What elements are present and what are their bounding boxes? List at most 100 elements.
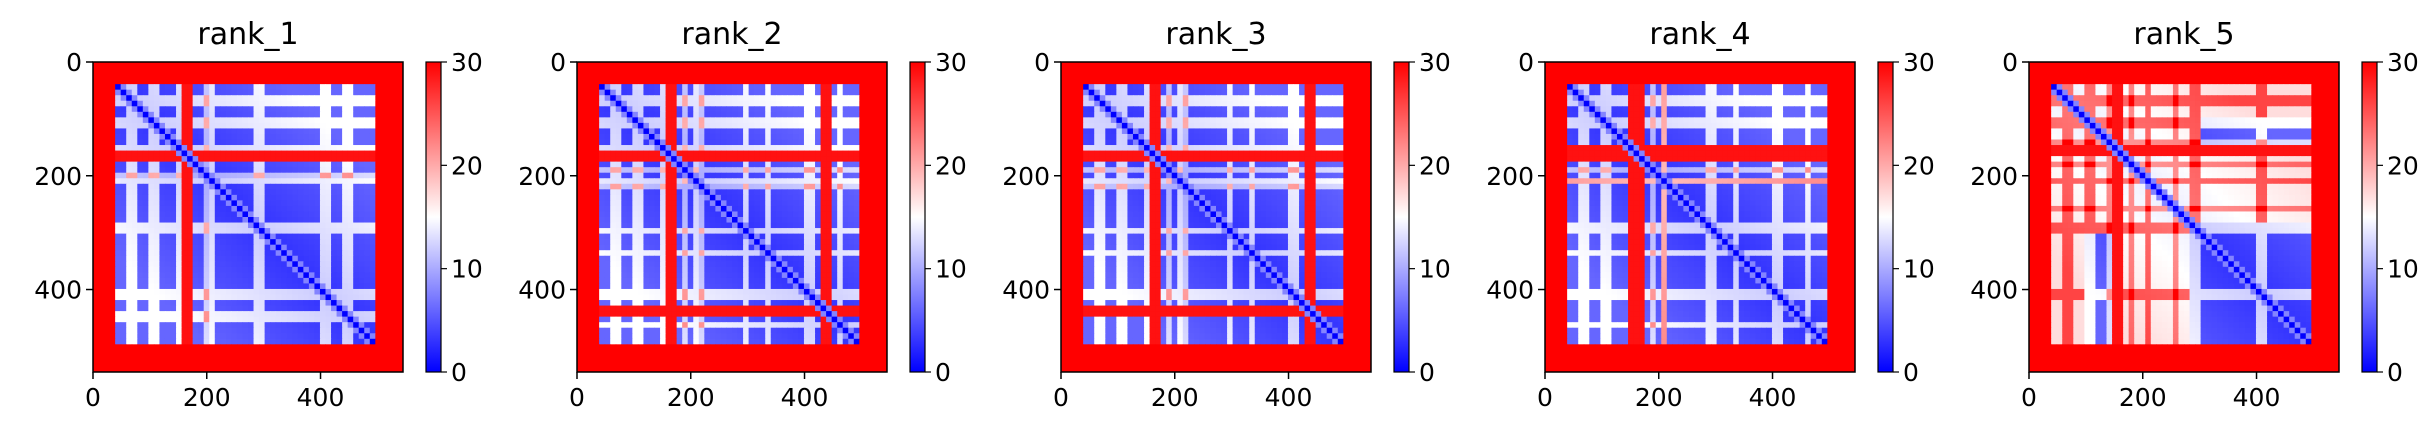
heatmap-cell [809, 217, 816, 224]
heatmap-cell [214, 84, 221, 91]
heatmap-cell [120, 316, 127, 323]
heatmap-cell [386, 288, 393, 295]
heatmap-cell [264, 95, 271, 102]
heatmap-cell [192, 78, 199, 85]
heatmap-cell [93, 355, 100, 362]
heatmap-cell [648, 205, 655, 212]
heatmap-cell [798, 78, 805, 85]
heatmap-cell [864, 139, 871, 146]
heatmap-cell [209, 333, 216, 340]
heatmap-cell [231, 222, 238, 229]
heatmap-cell [859, 156, 866, 163]
colorbar-tick-label: 0 [451, 358, 467, 387]
heatmap-cell [308, 73, 315, 80]
heatmap-cell [386, 244, 393, 251]
heatmap-cell [881, 211, 888, 218]
heatmap-cell [192, 156, 199, 163]
heatmap-cell [259, 78, 266, 85]
heatmap-cell [853, 233, 860, 240]
heatmap-cell [131, 360, 138, 367]
heatmap-cell [308, 156, 315, 163]
heatmap-cell [126, 233, 133, 240]
heatmap-cell [120, 360, 127, 367]
heatmap-cell [104, 172, 111, 179]
heatmap-cell [859, 189, 866, 196]
heatmap-cell [253, 145, 260, 152]
heatmap-cell [319, 139, 326, 146]
heatmap-cell [577, 128, 584, 135]
heatmap-cell [754, 128, 761, 135]
heatmap-cell [159, 233, 166, 240]
heatmap-cell [248, 349, 255, 356]
heatmap-cell [275, 272, 282, 279]
heatmap-cell [281, 73, 288, 80]
heatmap-cell [148, 205, 155, 212]
heatmap-cell [726, 73, 733, 80]
heatmap-cell [848, 228, 855, 235]
heatmap-cell [792, 95, 799, 102]
heatmap-cell [308, 128, 315, 135]
heatmap-cell [671, 111, 678, 118]
heatmap-cell [336, 311, 343, 318]
heatmap-cell [148, 272, 155, 279]
heatmap-cell [660, 133, 667, 140]
heatmap-cell [875, 128, 882, 135]
heatmap-cell [759, 167, 766, 174]
heatmap-cell [859, 205, 866, 212]
heatmap-cell [286, 283, 293, 290]
heatmap-cell [131, 333, 138, 340]
heatmap-cell [654, 117, 661, 124]
heatmap-cell [342, 84, 349, 91]
heatmap-cell [242, 277, 249, 284]
heatmap-cell [815, 139, 822, 146]
heatmap-cell [698, 139, 705, 146]
heatmap-cell [248, 172, 255, 179]
heatmap-cell [225, 200, 232, 207]
heatmap-cell [164, 178, 171, 185]
heatmap-cell [236, 283, 243, 290]
heatmap-cell [242, 73, 249, 80]
heatmap-cell [615, 194, 622, 201]
heatmap-cell [803, 194, 810, 201]
heatmap-cell [698, 172, 705, 179]
heatmap-cell [297, 183, 304, 190]
heatmap-cell [120, 211, 127, 218]
heatmap-cell [198, 217, 205, 224]
heatmap-cell [231, 200, 238, 207]
heatmap-cell [181, 300, 188, 307]
heatmap-cell [881, 200, 888, 207]
heatmap-cell [364, 161, 371, 168]
heatmap-cell [176, 95, 183, 102]
heatmap-cell [281, 172, 288, 179]
heatmap-cell [726, 95, 733, 102]
heatmap-cell [98, 300, 105, 307]
heatmap-cell [264, 344, 271, 351]
heatmap-cell [231, 349, 238, 356]
heatmap-cell [231, 62, 238, 69]
heatmap-cell [303, 338, 310, 345]
heatmap-cell [615, 161, 622, 168]
heatmap-cell [259, 89, 266, 96]
heatmap-cell [225, 205, 232, 212]
heatmap-cell [732, 117, 739, 124]
heatmap-cell [803, 150, 810, 157]
heatmap-cell [187, 106, 194, 113]
heatmap-cell [214, 89, 221, 96]
heatmap-cell [848, 167, 855, 174]
heatmap-cell [181, 172, 188, 179]
heatmap-cell [214, 117, 221, 124]
heatmap-cell [176, 360, 183, 367]
heatmap-cell [270, 189, 277, 196]
heatmap-cell [131, 73, 138, 80]
heatmap-cell [142, 311, 149, 318]
heatmap-cell [120, 322, 127, 329]
heatmap-cell [98, 283, 105, 290]
heatmap-cell [726, 67, 733, 74]
heatmap-cell [665, 217, 672, 224]
heatmap-cell [648, 100, 655, 107]
heatmap-cell [270, 156, 277, 163]
heatmap-cell [375, 239, 382, 246]
heatmap-cell [120, 78, 127, 85]
heatmap-cell [131, 111, 138, 118]
